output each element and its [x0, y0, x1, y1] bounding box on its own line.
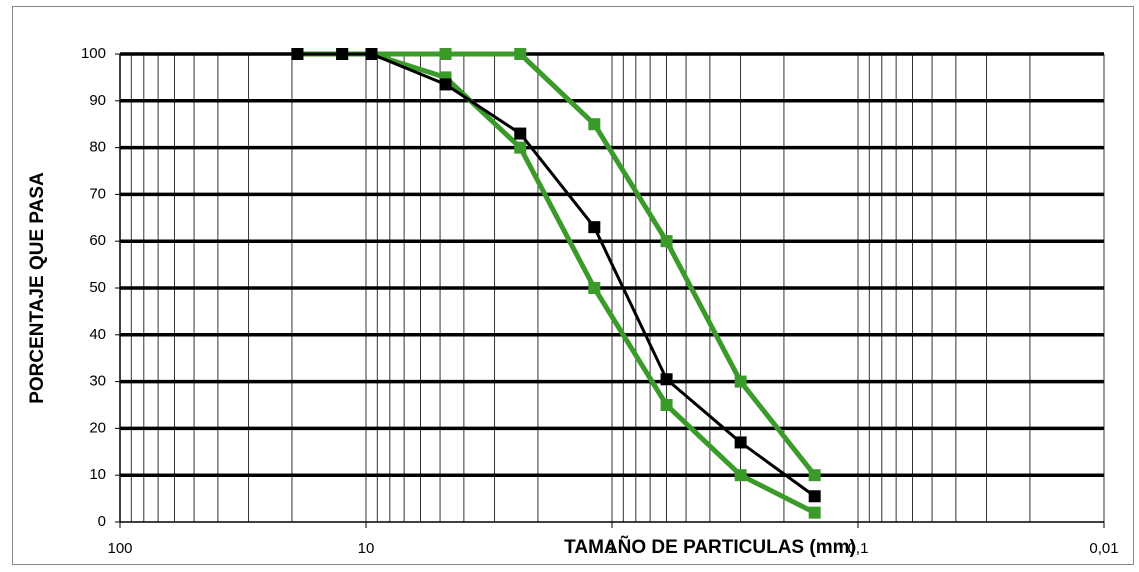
x-tick-label: 1 — [608, 540, 616, 557]
y-tick-label: 100 — [81, 45, 106, 62]
y-axis-label: PORCENTAJE QUE PASA — [27, 172, 48, 404]
point-marker — [588, 221, 601, 234]
point-marker — [808, 506, 821, 519]
point-marker — [439, 48, 452, 60]
point-marker — [514, 141, 527, 154]
point-marker — [588, 118, 601, 131]
y-tick-label: 60 — [89, 232, 106, 249]
y-tick-label: 80 — [89, 139, 106, 156]
y-tick-label: 50 — [89, 279, 106, 296]
point-marker — [660, 399, 673, 411]
x-tick-label: 0,01 — [1089, 540, 1118, 557]
y-tick-label: 90 — [89, 92, 106, 109]
y-tick-label: 0 — [98, 513, 106, 530]
point-marker — [808, 469, 821, 482]
x-axis-label: TAMAÑO DE PARTICULAS (mm) — [564, 536, 856, 558]
point-marker — [365, 48, 378, 60]
y-tick-label: 40 — [89, 326, 106, 343]
x-tick-label: 10 — [358, 540, 375, 557]
point-marker — [660, 373, 673, 386]
point-marker — [734, 375, 747, 388]
point-marker — [808, 490, 821, 503]
point-marker — [514, 48, 527, 60]
x-tick-label: 0,1 — [848, 540, 869, 557]
point-marker — [588, 282, 601, 294]
point-marker — [439, 78, 452, 91]
y-tick-label: 70 — [89, 185, 106, 202]
chart-frame — [12, 6, 1134, 565]
y-tick-label: 20 — [89, 419, 106, 436]
point-marker — [734, 436, 747, 449]
point-marker — [660, 235, 673, 248]
point-marker — [291, 48, 304, 60]
point-marker — [514, 127, 527, 140]
point-marker — [734, 469, 747, 482]
point-marker — [336, 48, 349, 60]
x-tick-label: 100 — [107, 540, 132, 557]
y-tick-label: 10 — [89, 466, 106, 483]
y-tick-label: 30 — [89, 373, 106, 390]
